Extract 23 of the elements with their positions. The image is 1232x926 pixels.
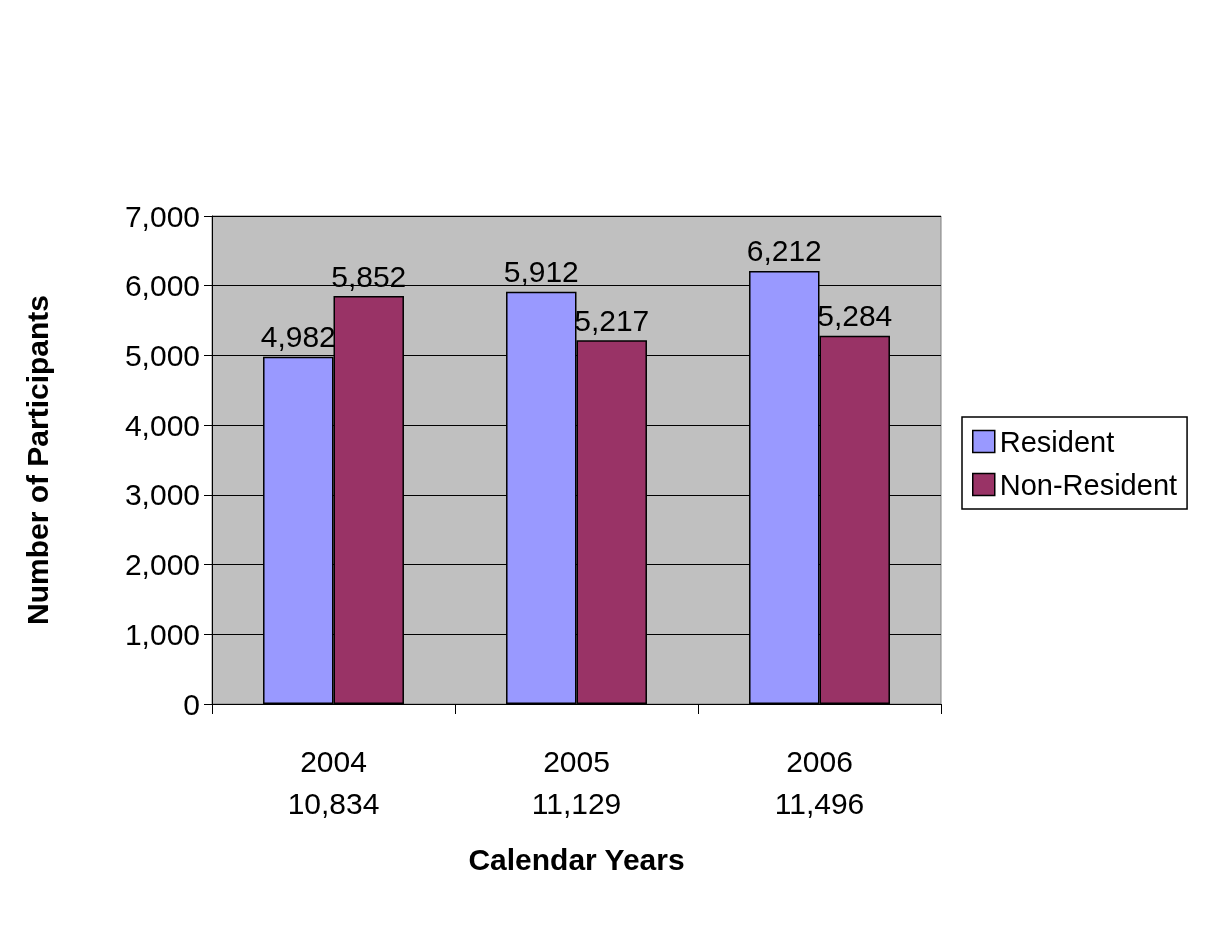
data-label: 4,982 xyxy=(260,320,336,354)
y-tick-label: 0 xyxy=(183,687,200,721)
x-tick-label: 2004 xyxy=(300,744,367,778)
legend-label: Resident xyxy=(999,425,1115,458)
x-tick-label: 2006 xyxy=(786,744,853,778)
x-tick-label: 2005 xyxy=(543,744,610,778)
data-label: 5,912 xyxy=(503,255,579,289)
y-tick-label: 5,000 xyxy=(124,338,200,372)
y-axis-title: Number of Participants xyxy=(20,294,54,626)
x-axis-title: Calendar Years xyxy=(468,842,685,876)
legend-label: Non-Resident xyxy=(999,468,1178,501)
data-label: 5,284 xyxy=(817,299,893,333)
y-tick-label: 2,000 xyxy=(124,548,200,582)
y-tick-label: 6,000 xyxy=(124,269,200,303)
y-tick-label: 3,000 xyxy=(124,478,200,512)
y-tick-label: 7,000 xyxy=(124,199,200,233)
total-label: 10,834 xyxy=(287,786,380,820)
y-tick-label: 1,000 xyxy=(124,617,200,651)
total-label: 11,129 xyxy=(531,786,622,820)
data-label: 6,212 xyxy=(746,234,822,268)
y-tick-label: 4,000 xyxy=(124,408,200,442)
total-label: 11,496 xyxy=(774,786,865,820)
data-label: 5,217 xyxy=(574,303,650,337)
